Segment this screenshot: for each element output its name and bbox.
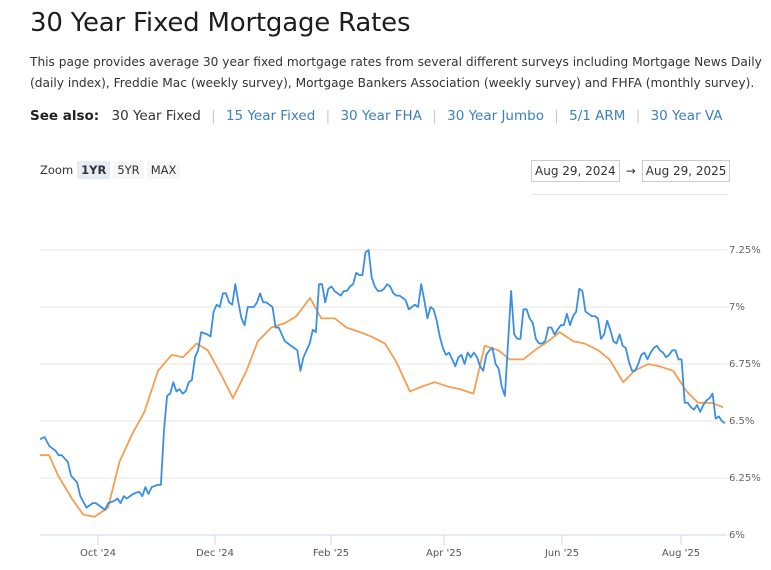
- zoom-max-button[interactable]: MAX: [146, 161, 181, 179]
- zoom-1yr-button[interactable]: 1YR: [77, 161, 111, 179]
- range-arrow-icon: →: [625, 164, 636, 178]
- link-15-year-fixed[interactable]: 15 Year Fixed: [225, 108, 316, 124]
- separator: |: [635, 108, 641, 124]
- y-tick-label: 7%: [729, 302, 745, 313]
- zoom-label: Zoom: [40, 163, 74, 177]
- link-30-year-jumbo[interactable]: 30 Year Jumbo: [447, 108, 544, 124]
- see-also-bar: See also: 30 Year Fixed | 15 Year Fixed …: [30, 108, 723, 124]
- y-tick-label: 6.75%: [729, 359, 761, 370]
- separator: |: [325, 108, 331, 124]
- page-title: 30 Year Fixed Mortgage Rates: [30, 8, 411, 38]
- x-tick-label: Dec '24: [196, 548, 234, 559]
- separator: |: [432, 108, 437, 124]
- link-30-year-fha[interactable]: 30 Year FHA: [340, 108, 422, 124]
- date-range: Aug 29, 2024 → Aug 29, 2025: [531, 160, 731, 182]
- zoom-controls: Zoom 1YR 5YR MAX: [40, 161, 183, 179]
- y-tick-label: 6.5%: [729, 416, 754, 427]
- y-axis-labels: 6% 6.25% 6.5% 6.75% 7% 7.25%: [729, 245, 761, 541]
- range-to-input[interactable]: Aug 29, 2025: [641, 160, 731, 182]
- zoom-5yr-button[interactable]: 5YR: [113, 161, 144, 179]
- x-tick-label: Jun '25: [544, 548, 579, 559]
- link-5-1-arm[interactable]: 5/1 ARM: [569, 108, 626, 124]
- x-tick-label: Oct '24: [80, 548, 116, 559]
- x-axis: Oct '24 Dec '24 Feb '25 Apr '25 Jun '25 Aug '…: [80, 535, 700, 559]
- y-tick-label: 7.25%: [729, 245, 761, 256]
- x-tick-label: Feb '25: [313, 548, 349, 559]
- y-tick-label: 6%: [729, 530, 745, 541]
- x-tick-label: Apr '25: [426, 548, 462, 559]
- x-tick-label: Aug '25: [662, 548, 700, 559]
- weekly-series-line: [40, 296, 724, 518]
- separator: |: [211, 108, 216, 124]
- see-also-current: 30 Year Fixed: [111, 108, 201, 124]
- separator: |: [554, 108, 559, 124]
- daily-series-line: [39, 249, 726, 511]
- link-30-year-va[interactable]: 30 Year VA: [650, 108, 723, 124]
- y-tick-label: 6.25%: [729, 473, 761, 484]
- see-also-label: See also:: [30, 108, 100, 124]
- range-divider: [532, 194, 728, 195]
- range-from-input[interactable]: Aug 29, 2024: [531, 160, 620, 182]
- page-description: This page provides average 30 year fixed…: [30, 55, 762, 90]
